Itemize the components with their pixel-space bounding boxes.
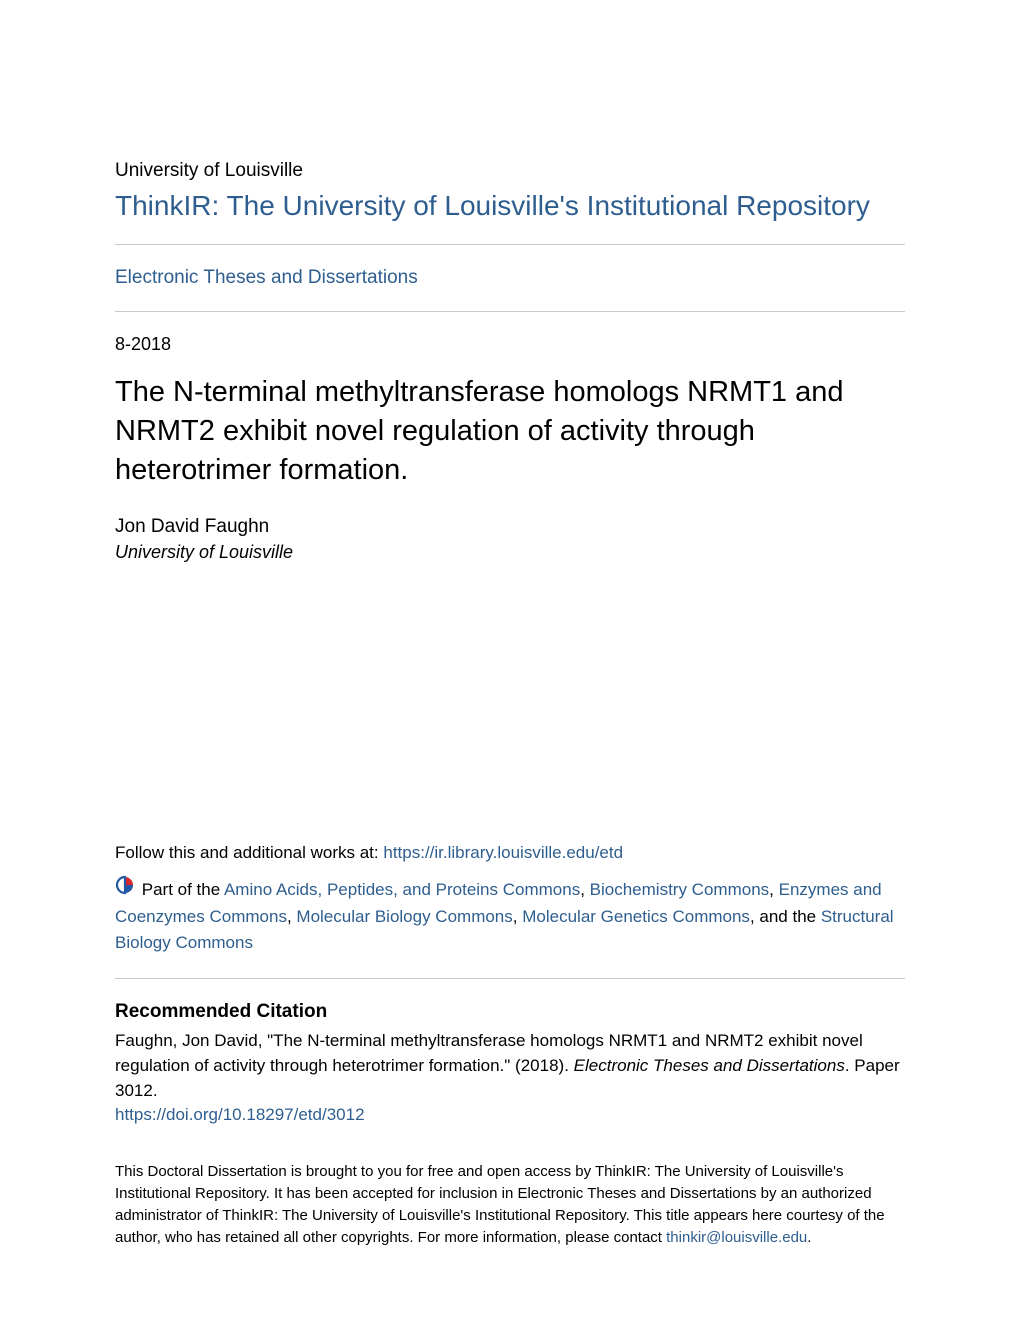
follow-prefix: Follow this and additional works at:: [115, 843, 383, 862]
sep: ,: [513, 907, 522, 926]
follow-line: Follow this and additional works at: htt…: [115, 843, 905, 863]
page-container: University of Louisville ThinkIR: The Un…: [0, 0, 1020, 1308]
commons-link-0[interactable]: Amino Acids, Peptides, and Proteins Comm…: [224, 880, 580, 899]
sep: ,: [769, 880, 778, 899]
doi-link[interactable]: https://doi.org/10.18297/etd/3012: [115, 1105, 905, 1125]
network-commons-icon: [115, 875, 135, 903]
author-name: Jon David Faughn: [115, 516, 905, 538]
spacer: [115, 563, 905, 843]
commons-link-4[interactable]: Molecular Genetics Commons: [522, 907, 750, 926]
follow-url-link[interactable]: https://ir.library.louisville.edu/etd: [383, 843, 623, 862]
footer-post: .: [807, 1229, 811, 1246]
publication-date: 8-2018: [115, 334, 905, 355]
divider-bottom: [115, 311, 905, 312]
sep: ,: [580, 880, 589, 899]
university-label: University of Louisville: [115, 160, 905, 182]
footer-text: This Doctoral Dissertation is brought to…: [115, 1161, 905, 1248]
and-sep: , and the: [750, 907, 821, 926]
divider-citation: [115, 978, 905, 979]
collection-link[interactable]: Electronic Theses and Dissertations: [115, 267, 905, 289]
recommended-citation-heading: Recommended Citation: [115, 1001, 905, 1023]
author-affiliation: University of Louisville: [115, 542, 905, 563]
citation-series: Electronic Theses and Dissertations: [574, 1056, 845, 1075]
part-of-prefix: Part of the: [142, 880, 224, 899]
paper-title: The N-terminal methyltransferase homolog…: [115, 373, 905, 490]
commons-link-3[interactable]: Molecular Biology Commons: [296, 907, 512, 926]
sep: ,: [287, 907, 296, 926]
commons-link-1[interactable]: Biochemistry Commons: [590, 880, 770, 899]
divider-top: [115, 244, 905, 245]
recommended-citation-text: Faughn, Jon David, "The N-terminal methy…: [115, 1029, 905, 1103]
repository-title-link[interactable]: ThinkIR: The University of Louisville's …: [115, 190, 905, 222]
contact-email-link[interactable]: thinkir@louisville.edu: [666, 1229, 807, 1246]
part-of-line: Part of the Amino Acids, Peptides, and P…: [115, 877, 905, 956]
